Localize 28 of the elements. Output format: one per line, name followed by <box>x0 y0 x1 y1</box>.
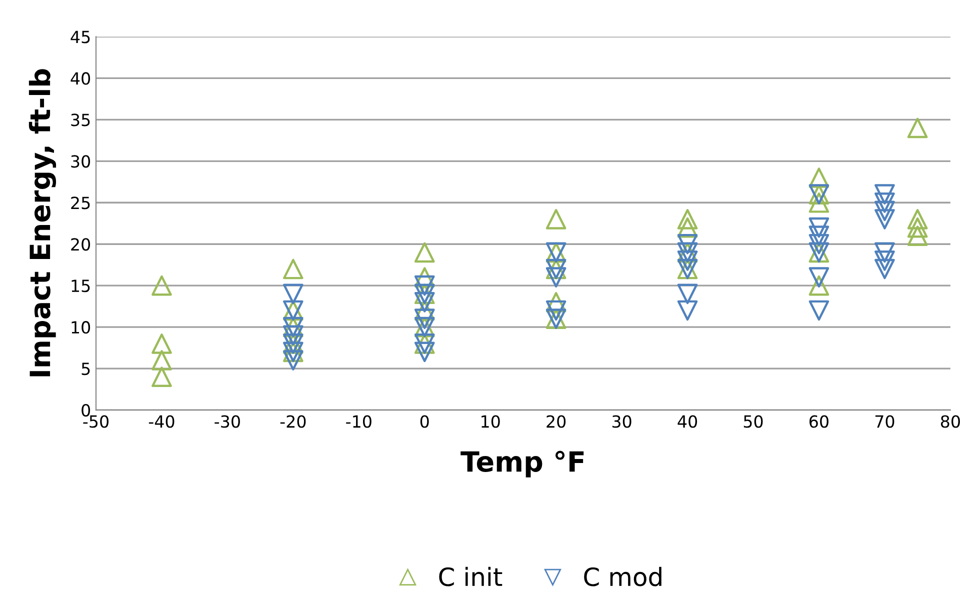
y-tick-label: 0 <box>82 404 90 417</box>
x-tick-label: 70 <box>875 415 894 428</box>
x-tick-label: -50 <box>83 415 109 428</box>
y-tick-label: 40 <box>70 72 90 85</box>
x-tick-label: -10 <box>346 415 372 428</box>
y-tick-label: 20 <box>71 238 90 251</box>
y-tick-label: 15 <box>72 280 90 292</box>
x-tick-label: 30 <box>612 415 632 428</box>
y-tick-label: 25 <box>71 196 90 210</box>
x-tick-label: -40 <box>148 415 174 428</box>
x-tick-label: 60 <box>810 415 828 428</box>
x-tick-label: -30 <box>214 415 240 428</box>
x-axis-title: Temp °F <box>460 450 584 478</box>
x-tick-label: 50 <box>744 415 763 428</box>
y-tick-label: 5 <box>82 362 90 376</box>
x-tick-label: 10 <box>482 415 500 428</box>
x-tick-label: -20 <box>280 415 306 428</box>
legend-label: C mod <box>584 566 662 586</box>
x-tick-label: 80 <box>940 415 960 428</box>
y-tick-label: 30 <box>71 155 90 168</box>
legend-label: C init <box>439 566 502 586</box>
x-tick-label: 0 <box>420 415 429 428</box>
y-tick-label: 10 <box>72 321 90 334</box>
y-tick-label: 35 <box>71 114 90 126</box>
y-axis-title: Impact Energy, ft-lb <box>28 69 56 376</box>
x-tick-label: 40 <box>678 415 698 428</box>
y-tick-label: 45 <box>70 30 90 44</box>
x-tick-label: 20 <box>546 415 566 428</box>
